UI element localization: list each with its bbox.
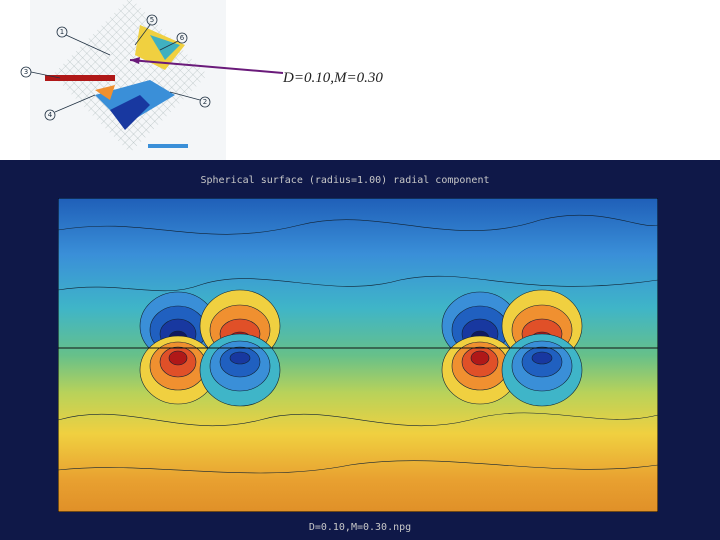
marker: 6 (180, 34, 185, 42)
marker: 4 (48, 111, 53, 119)
arrow (129, 59, 284, 74)
marker: 5 (150, 16, 154, 24)
figure-title: Spherical surface (radius=1.00) radial c… (201, 175, 490, 186)
label: D=0.10,M=0.30 (282, 70, 383, 86)
marker: 2 (203, 98, 207, 106)
inset-image: 1 5 6 3 4 2 (20, 0, 226, 160)
figure-caption: D=0.10,M=0.30.npg (309, 522, 411, 533)
marker: 3 (24, 68, 28, 76)
contour-plot (58, 198, 658, 512)
marker: 1 (60, 28, 64, 36)
arrow-head (130, 57, 140, 64)
